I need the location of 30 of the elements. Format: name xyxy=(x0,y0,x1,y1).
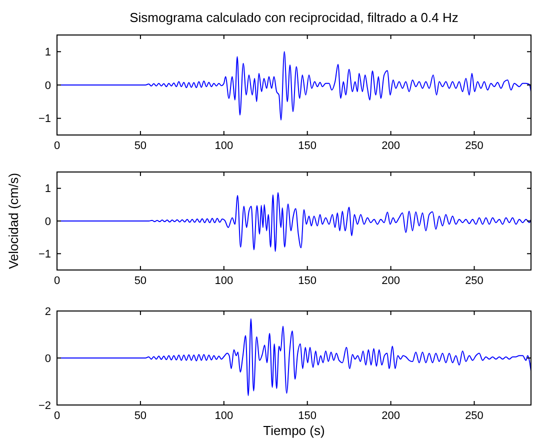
x-tick-label: 150 xyxy=(298,410,317,422)
x-tick-label: 50 xyxy=(134,410,147,422)
y-tick-label: 1 xyxy=(44,46,51,59)
y-tick-label: −1 xyxy=(38,248,51,261)
x-tick-label: 150 xyxy=(298,140,317,152)
x-tick-label: 200 xyxy=(382,275,400,287)
x-tick-label: 150 xyxy=(298,275,317,287)
y-tick-label: 2 xyxy=(44,306,51,318)
y-tick-label: 0 xyxy=(44,216,51,228)
y-tick-label: −1 xyxy=(38,113,51,126)
x-tick-label: 0 xyxy=(54,410,60,422)
chart-title: Sismograma calculado con reciprocidad, filtrado a 0.4 Hz xyxy=(130,10,458,25)
x-tick-label: 250 xyxy=(465,275,484,287)
y-tick-label: 0 xyxy=(44,352,51,365)
x-tick-label: 200 xyxy=(382,410,400,422)
x-tick-label: 100 xyxy=(214,410,234,422)
x-tick-label: 0 xyxy=(54,275,60,287)
x-tick-label: 50 xyxy=(134,275,147,287)
y-tick-label: 0 xyxy=(44,80,51,92)
x-tick-label: 0 xyxy=(54,140,60,152)
y-tick-label: 1 xyxy=(44,183,51,196)
x-tick-label: 200 xyxy=(382,140,400,152)
x-tick-label: 100 xyxy=(214,140,234,152)
y-axis-title: Velocidad (cm/s) xyxy=(6,172,21,270)
x-tick-label: 250 xyxy=(465,410,484,422)
y-tick-label: −2 xyxy=(38,400,51,412)
x-tick-label: 100 xyxy=(214,275,234,287)
x-tick-label: 50 xyxy=(134,140,147,152)
x-tick-label: 250 xyxy=(465,140,484,152)
x-axis-title: Tiempo (s) xyxy=(263,423,325,438)
